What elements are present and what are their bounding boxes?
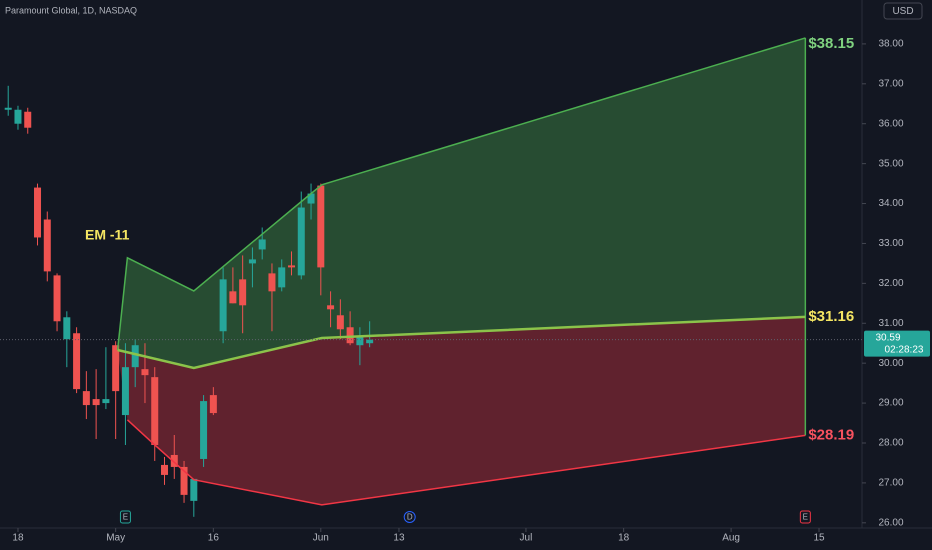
y-tick-label: 32.00 xyxy=(878,278,903,289)
y-tick-label: 30.00 xyxy=(878,358,903,369)
candle-body xyxy=(278,267,286,288)
candle-body xyxy=(24,111,32,128)
em-line xyxy=(116,37,806,351)
event-icon xyxy=(799,510,811,524)
candle-body xyxy=(161,464,169,475)
candle-body xyxy=(307,193,315,204)
x-tick-label: Aug xyxy=(722,533,740,544)
value-label: $38.15 xyxy=(808,35,854,52)
y-tick-label: 31.00 xyxy=(878,318,903,329)
price-label: 30.59 xyxy=(875,332,900,343)
candle-body xyxy=(170,454,178,467)
candle-body xyxy=(297,207,305,276)
candle-body xyxy=(219,279,227,332)
x-tick-label: 13 xyxy=(393,533,405,544)
candle-body xyxy=(209,395,217,414)
y-tick-label: 33.00 xyxy=(878,238,903,249)
candle-body xyxy=(336,315,344,330)
candle-body xyxy=(317,185,325,268)
candle-body xyxy=(346,327,354,344)
candle-body xyxy=(190,478,198,501)
candle-body xyxy=(63,317,71,340)
candle-body xyxy=(180,466,188,495)
upper-band xyxy=(117,37,806,368)
em-line xyxy=(126,419,806,506)
candle-body xyxy=(366,339,374,344)
candle-body xyxy=(53,275,61,322)
x-tick-label: 18 xyxy=(12,533,24,544)
y-tick-label: 27.00 xyxy=(878,478,903,489)
y-tick-label: 38.00 xyxy=(878,39,903,50)
candle-body xyxy=(200,401,208,459)
x-tick-label: 15 xyxy=(813,533,825,544)
candle-body xyxy=(43,219,51,272)
y-tick-label: 29.00 xyxy=(878,398,903,409)
y-tick-label: 37.00 xyxy=(878,78,903,89)
x-tick-label: 18 xyxy=(618,533,630,544)
y-tick-label: 36.00 xyxy=(878,118,903,129)
candle-body xyxy=(4,107,12,110)
candle-body xyxy=(82,391,90,406)
candle-body xyxy=(141,369,149,376)
em-line xyxy=(117,315,806,370)
candle-body xyxy=(248,259,256,264)
event-marker: E xyxy=(799,510,811,524)
candle-body xyxy=(268,273,276,292)
y-tick-label: 35.00 xyxy=(878,158,903,169)
lower-band xyxy=(117,316,806,505)
y-tick-label: 28.00 xyxy=(878,438,903,449)
currency[interactable]: USD xyxy=(892,6,913,17)
event-label: D xyxy=(407,513,413,522)
event-marker: D xyxy=(403,511,416,523)
value-label: $31.16 xyxy=(808,308,854,325)
candle-body xyxy=(288,265,296,268)
value-label: $28.19 xyxy=(808,426,854,443)
x-tick-label: Jun xyxy=(313,533,329,544)
countdown: 02:28:23 xyxy=(885,344,924,355)
candle-body xyxy=(151,377,159,445)
event-marker: E xyxy=(119,510,131,524)
candle-body xyxy=(34,187,42,238)
x-tick-label: May xyxy=(106,533,125,544)
y-tick-label: 26.00 xyxy=(878,517,903,528)
candle-body xyxy=(258,239,266,250)
candle-body xyxy=(327,305,335,310)
event-label: E xyxy=(803,513,808,522)
price-box xyxy=(864,330,930,357)
event-label: E xyxy=(123,513,128,522)
candle-body xyxy=(121,367,129,416)
event-icon xyxy=(403,511,416,523)
x-tick-label: 16 xyxy=(208,533,220,544)
currency-box[interactable] xyxy=(883,2,923,20)
y-tick-label: 34.00 xyxy=(878,198,903,209)
candle-body xyxy=(112,345,120,392)
annotation: EM -11 xyxy=(85,227,130,243)
candle-body xyxy=(229,291,237,304)
candle-body xyxy=(356,337,364,346)
candle-body xyxy=(131,345,139,368)
x-tick-label: Jul xyxy=(520,533,533,544)
candle-body xyxy=(73,333,81,390)
candle-body xyxy=(102,399,110,404)
event-icon xyxy=(119,510,131,524)
candle-body xyxy=(239,279,247,306)
candle-body xyxy=(92,399,100,406)
chart-title: Paramount Global, 1D, NASDAQ xyxy=(5,5,137,15)
candle-body xyxy=(14,109,22,124)
